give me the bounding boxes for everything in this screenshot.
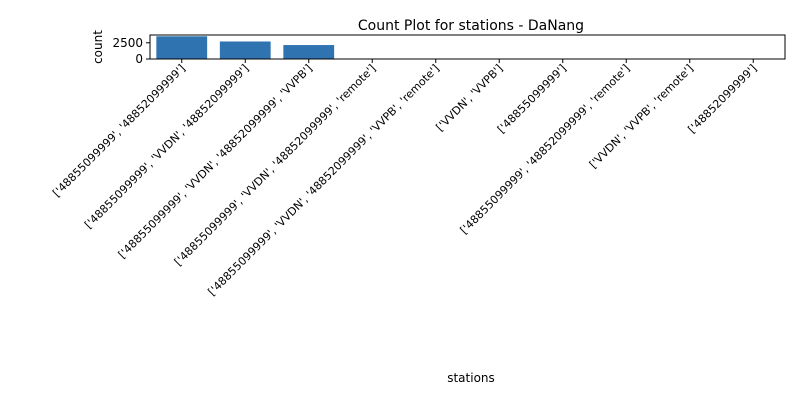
y-tick-label: 0 — [135, 52, 143, 66]
bar-group — [156, 36, 779, 59]
x-axis-label: stations — [447, 371, 495, 385]
x-axis-ticks: ['48855099999', '48852099999']['48855099… — [50, 59, 759, 298]
x-tick-label: ['48852099999'] — [685, 62, 759, 136]
bar — [283, 45, 335, 59]
x-tick-label: ['48855099999'] — [495, 62, 569, 136]
x-tick-label: ['VVDN', 'VVPB'] — [433, 62, 505, 134]
plot-frame — [149, 34, 786, 60]
bar — [156, 36, 208, 59]
y-tick-label: 2500 — [112, 36, 143, 50]
x-tick-label: ['VVDN', 'VVPB', 'remote'] — [587, 62, 696, 171]
y-axis-label: count — [91, 30, 105, 64]
y-axis-ticks: 0 2500 — [112, 36, 150, 66]
x-tick-label: ['48855099999', '48852099999'] — [50, 62, 188, 200]
x-tick-label: ['48855099999', 'VVDN', '48852099999', '… — [205, 62, 441, 298]
bar — [219, 41, 271, 59]
chart-title: Count Plot for stations - DaNang — [358, 18, 584, 34]
